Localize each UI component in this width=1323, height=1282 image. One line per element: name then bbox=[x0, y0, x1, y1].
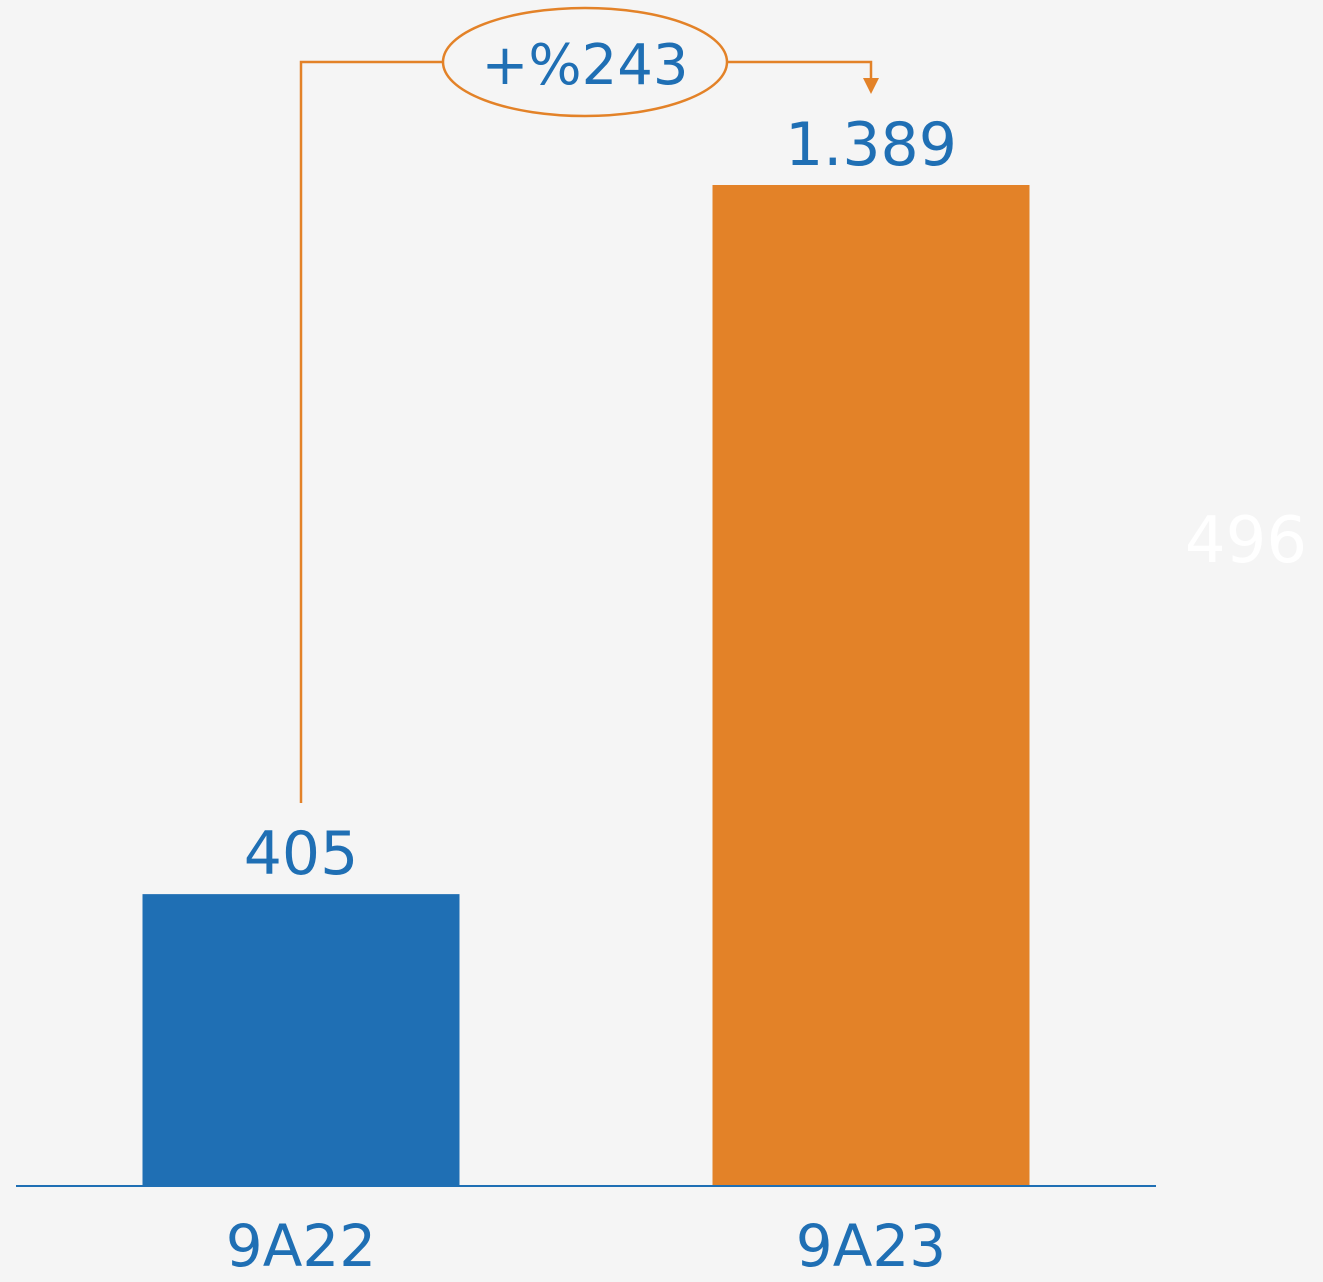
x-tick-label-9A23: 9A23 bbox=[796, 1212, 946, 1280]
labels-layer: 405 9A22 1.389 9A23 bbox=[226, 110, 957, 1280]
change-percentage-label: +%243 bbox=[481, 33, 688, 98]
x-tick-label-9A22: 9A22 bbox=[226, 1212, 376, 1280]
faint-annotation-label: 496 bbox=[1185, 504, 1307, 578]
bars-layer bbox=[142, 185, 1030, 1186]
bar-9A22 bbox=[142, 894, 460, 1186]
bar-9A23 bbox=[712, 185, 1030, 1186]
change-bubble bbox=[441, 6, 729, 118]
data-label-9A22: 405 bbox=[244, 819, 359, 889]
change-arrow-head bbox=[863, 78, 879, 94]
data-label-9A23: 1.389 bbox=[785, 110, 957, 180]
change-connector-right bbox=[728, 60, 873, 80]
change-connector-left bbox=[299, 60, 443, 803]
